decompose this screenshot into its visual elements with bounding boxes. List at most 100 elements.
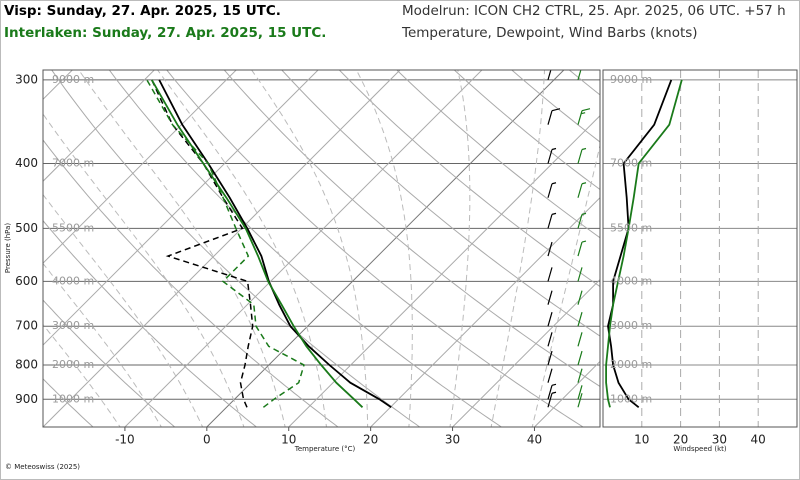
moist-adiabat [156, 70, 327, 427]
wind-barb [547, 368, 553, 383]
wind-barb [577, 240, 587, 257]
height-label: 2000 m [610, 358, 652, 371]
height-label: 4000 m [610, 274, 652, 287]
wind-barb [577, 332, 583, 347]
moist-adiabat [531, 143, 600, 427]
x-tick-label: 0 [203, 433, 211, 447]
height-label: 9000 m [52, 73, 94, 86]
x-tick-label: 40 [527, 433, 542, 447]
isotherm [124, 70, 483, 427]
x-tick-label: -10 [115, 433, 135, 447]
height-label: 9000 m [610, 73, 652, 86]
dry-adiabat [166, 70, 585, 427]
windspeed-line [605, 79, 683, 408]
moist-adiabat [490, 70, 546, 427]
wind-barb [577, 385, 583, 400]
plot-frame [42, 69, 601, 428]
wind-barb [577, 70, 582, 81]
isotherm [452, 278, 600, 427]
height-label: 3000 m [52, 319, 94, 332]
x-tick-label: 20 [673, 433, 688, 447]
dry-adiabat [51, 70, 421, 427]
height-label: 5500 m [52, 221, 94, 234]
dry-adiabat [568, 70, 600, 96]
y-tick-label: 400 [15, 156, 38, 170]
header-title: Visp: Sunday, 27. Apr. 2025, 15 UTC. [4, 3, 281, 19]
x-tick-label: 10 [281, 433, 296, 447]
x-tick-label: 30 [712, 433, 727, 447]
dry-adiabat [43, 378, 94, 427]
wind-barb [577, 108, 591, 125]
wind-barb [547, 212, 557, 229]
dry-adiabat [43, 299, 176, 427]
dry-adiabat [43, 219, 258, 427]
wind-barb [547, 383, 557, 400]
wind-barb [547, 182, 557, 198]
moist-adiabat [449, 70, 471, 427]
isotherm [288, 115, 600, 427]
moist-adiabat [355, 70, 413, 427]
moist-adiabat [43, 113, 245, 427]
y-axis-label: Pressure (hPa) [4, 223, 12, 273]
plot-frame [602, 69, 798, 428]
moist-adiabat [43, 323, 121, 427]
wind-barb [577, 393, 583, 408]
y-tick-label: 600 [15, 274, 38, 288]
x-tick-label: 10 [634, 433, 649, 447]
wind-barb [577, 267, 583, 282]
x-tick-label: 40 [751, 433, 766, 447]
isotherm [43, 70, 155, 182]
isotherm [43, 70, 401, 427]
wind-plot [603, 70, 797, 427]
height-label: 1000 m [610, 392, 652, 405]
x-axis-label: Windspeed (kt) [673, 445, 726, 453]
height-label: 4000 m [52, 274, 94, 287]
x-tick-label: 20 [363, 433, 378, 447]
isotherm [206, 70, 565, 427]
windspeed-line [607, 79, 673, 409]
height-label: 2000 m [52, 358, 94, 371]
y-tick-label: 700 [15, 319, 38, 333]
x-axis-label: Temperature (°C) [294, 445, 356, 453]
wind-barb [577, 312, 583, 327]
y-tick-label: 500 [15, 221, 38, 235]
y-tick-label: 300 [15, 72, 38, 86]
isotherm [616, 70, 800, 427]
temperature-line [151, 79, 364, 408]
height-label: 5500 m [610, 221, 652, 234]
height-label: 7000 m [610, 157, 652, 170]
header-title: Interlaken: Sunday, 27. Apr. 2025, 15 UT… [4, 25, 326, 41]
dry-adiabat [43, 139, 339, 427]
moist-adiabat [250, 70, 369, 427]
dry-adiabat [728, 60, 800, 444]
wind-barb [547, 267, 553, 282]
footer: © Meteoswiss (2025) [5, 463, 80, 471]
dry-adiabat [338, 70, 600, 288]
wind-barb [577, 212, 587, 229]
moist-adiabat [78, 70, 286, 427]
wind-barb [547, 241, 553, 257]
wind-barb [577, 368, 583, 383]
wind-barb [547, 332, 553, 347]
dewpoint-line [151, 79, 254, 408]
moist-adiabat [43, 193, 204, 427]
header-info: Modelrun: ICON CH2 CTRL, 25. Apr. 2025, … [402, 3, 786, 19]
dry-adiabat [281, 70, 600, 337]
isotherm [534, 360, 600, 427]
dewpoint-line [146, 79, 305, 408]
wind-barb [547, 147, 557, 164]
wind-barb [547, 70, 552, 81]
wind-barb [547, 391, 557, 408]
wind-barb [547, 290, 553, 305]
header-info: Temperature, Dewpoint, Wind Barbs (knots… [401, 25, 698, 41]
wind-barb [547, 350, 553, 366]
moist-adiabat [43, 262, 162, 427]
wind-barb [577, 182, 587, 198]
wind-barb [577, 290, 583, 305]
isotherm [370, 196, 600, 427]
isotherm [43, 70, 237, 264]
dry-adiabat [223, 70, 600, 388]
wind-barb [577, 147, 587, 164]
